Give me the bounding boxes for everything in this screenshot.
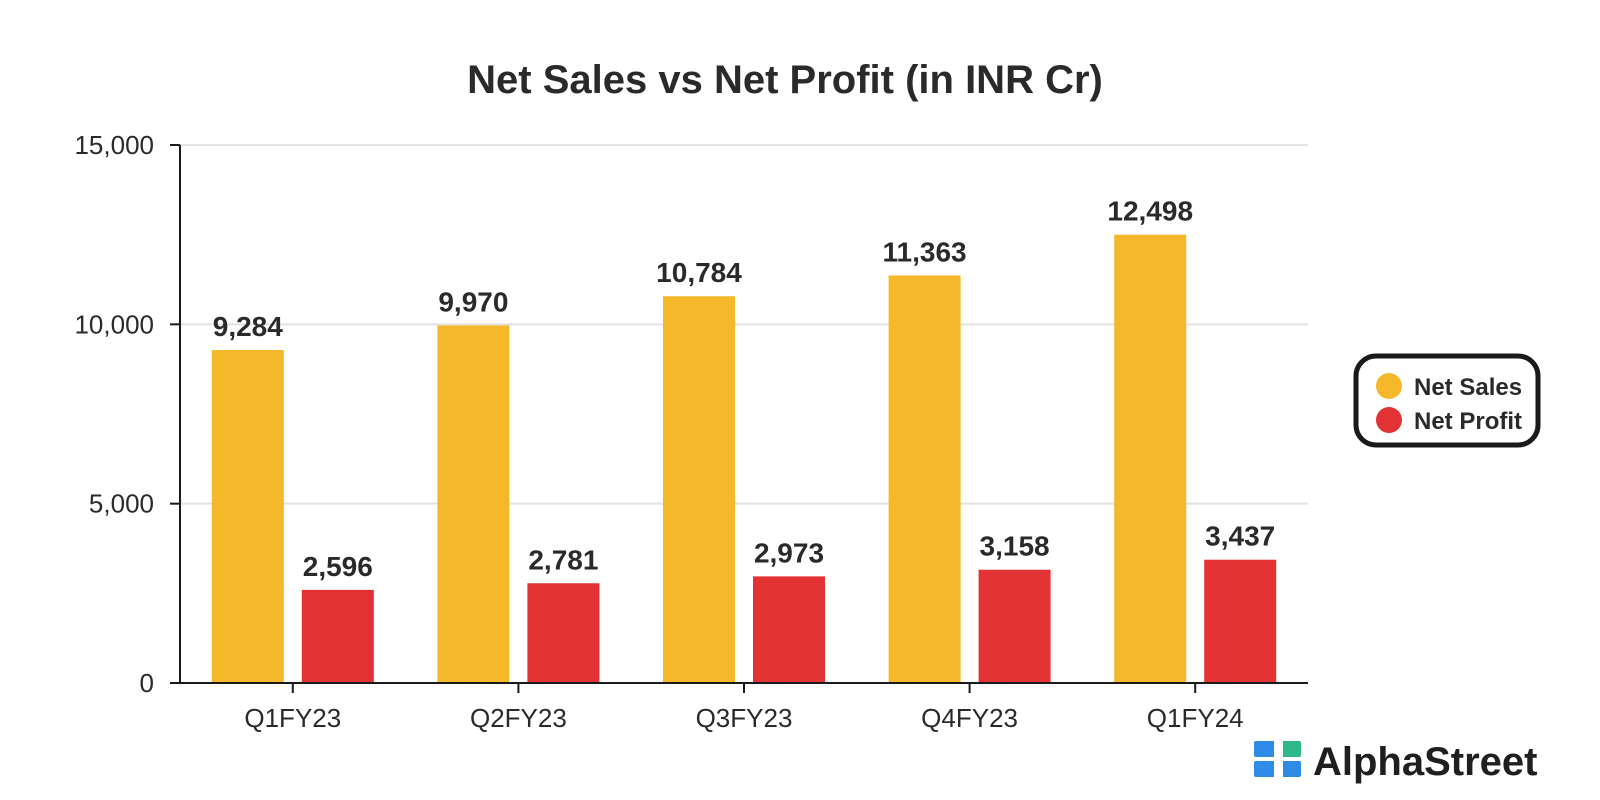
legend-label-net-profit: Net Profit (1414, 408, 1522, 435)
legend: Net Sales Net Profit (1353, 353, 1541, 448)
value-labels: 9,284 2,596 9,970 2,781 10,784 2,973 11,363 3,1… (213, 196, 1275, 582)
alphastreet-logo-icon (1254, 741, 1301, 777)
bar-net-sales (888, 275, 961, 683)
data-label-net-profit: 3,158 (980, 531, 1050, 562)
data-label-net-sales: 12,498 (1107, 196, 1193, 227)
x-tick-label: Q1FY24 (1147, 703, 1244, 733)
legend-label-net-sales: Net Sales (1414, 374, 1522, 401)
data-label-net-profit: 2,596 (303, 551, 373, 582)
data-label-net-sales: 9,284 (213, 311, 283, 342)
bar-net-sales (1114, 234, 1187, 683)
data-label-net-profit: 3,437 (1205, 521, 1275, 552)
bar-net-sales (663, 296, 735, 683)
bar-net-profit (527, 583, 600, 683)
legend-marker-net-profit (1376, 407, 1402, 433)
bar-net-profit (978, 569, 1051, 683)
bars (211, 234, 1277, 683)
brand-logo: AlphaStreet (1254, 740, 1538, 784)
y-tick-label: 5,000 (89, 489, 154, 519)
bar-net-profit (301, 589, 374, 683)
data-label-net-profit: 2,781 (528, 544, 598, 575)
data-label-net-profit: 2,973 (754, 537, 824, 568)
y-tick-label: 15,000 (74, 130, 154, 160)
y-tick-label: 0 (140, 668, 154, 698)
data-label-net-sales: 10,784 (656, 257, 742, 288)
bar-net-profit (753, 576, 825, 683)
x-tick-label: Q2FY23 (470, 703, 567, 733)
chart-title: Net Sales vs Net Profit (in INR Cr) (467, 58, 1103, 102)
x-tick-label: Q3FY23 (696, 703, 793, 733)
bar-net-sales (211, 350, 284, 683)
x-axis-ticks: Q1FY23 Q2FY23 Q3FY23 Q4FY23 Q1FY24 (244, 683, 1244, 733)
brand-name: AlphaStreet (1313, 740, 1538, 784)
y-tick-label: 10,000 (74, 309, 154, 339)
legend-marker-net-sales (1376, 373, 1402, 399)
data-label-net-sales: 11,363 (883, 236, 967, 267)
bar-net-profit (1204, 559, 1277, 683)
x-tick-label: Q1FY23 (244, 703, 341, 733)
x-tick-label: Q4FY23 (921, 703, 1018, 733)
data-label-net-sales: 9,970 (438, 286, 508, 317)
bar-net-sales (437, 325, 510, 683)
y-axis-ticks: 0 5,000 10,000 15,000 (74, 130, 180, 698)
